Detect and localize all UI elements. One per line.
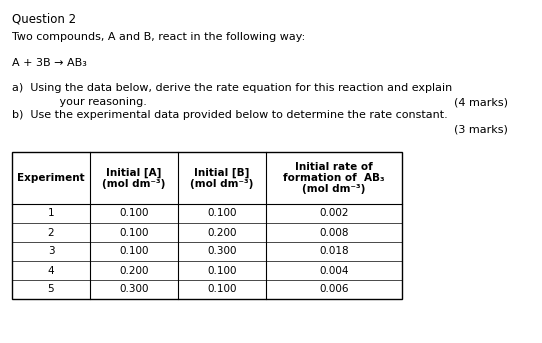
Text: 5: 5 (48, 284, 54, 295)
Text: your reasoning.: your reasoning. (28, 97, 147, 107)
Text: a)  Using the data below, derive the rate equation for this reaction and explain: a) Using the data below, derive the rate… (12, 83, 452, 93)
Text: 0.008: 0.008 (319, 227, 349, 237)
Text: 0.200: 0.200 (119, 265, 149, 275)
Text: Experiment: Experiment (17, 173, 85, 183)
Text: 0.006: 0.006 (319, 284, 349, 295)
Text: 0.300: 0.300 (207, 247, 237, 257)
Text: 0.004: 0.004 (319, 265, 349, 275)
Text: 2: 2 (48, 227, 54, 237)
Text: A + 3B → AB₃: A + 3B → AB₃ (12, 58, 87, 68)
Text: Initial [B]: Initial [B] (195, 167, 250, 178)
Text: 0.100: 0.100 (207, 284, 237, 295)
Text: 0.100: 0.100 (119, 227, 149, 237)
Text: 3: 3 (48, 247, 54, 257)
Text: (3 marks): (3 marks) (454, 124, 508, 134)
Text: Question 2: Question 2 (12, 12, 76, 25)
Text: 0.002: 0.002 (319, 209, 349, 218)
Text: 4: 4 (48, 265, 54, 275)
Text: 0.100: 0.100 (119, 209, 149, 218)
Bar (12, 152, 402, 299)
Text: (mol dm⁻³): (mol dm⁻³) (302, 184, 366, 194)
Text: Initial rate of: Initial rate of (295, 162, 373, 172)
Text: Initial [A]: Initial [A] (106, 167, 162, 178)
Text: b)  Use the experimental data provided below to determine the rate constant.: b) Use the experimental data provided be… (12, 110, 448, 120)
Text: 1: 1 (48, 209, 54, 218)
Text: 0.300: 0.300 (119, 284, 149, 295)
Text: Two compounds, A and B, react in the following way:: Two compounds, A and B, react in the fol… (12, 32, 305, 42)
Text: formation of  AB₃: formation of AB₃ (283, 173, 385, 183)
Text: 0.018: 0.018 (319, 247, 349, 257)
Text: (4 marks): (4 marks) (454, 97, 508, 107)
Text: (mol dm⁻³): (mol dm⁻³) (102, 178, 166, 189)
Text: (mol dm⁻³): (mol dm⁻³) (190, 178, 254, 189)
Text: 0.100: 0.100 (119, 247, 149, 257)
Text: 0.200: 0.200 (207, 227, 237, 237)
Text: 0.100: 0.100 (207, 209, 237, 218)
Text: 0.100: 0.100 (207, 265, 237, 275)
